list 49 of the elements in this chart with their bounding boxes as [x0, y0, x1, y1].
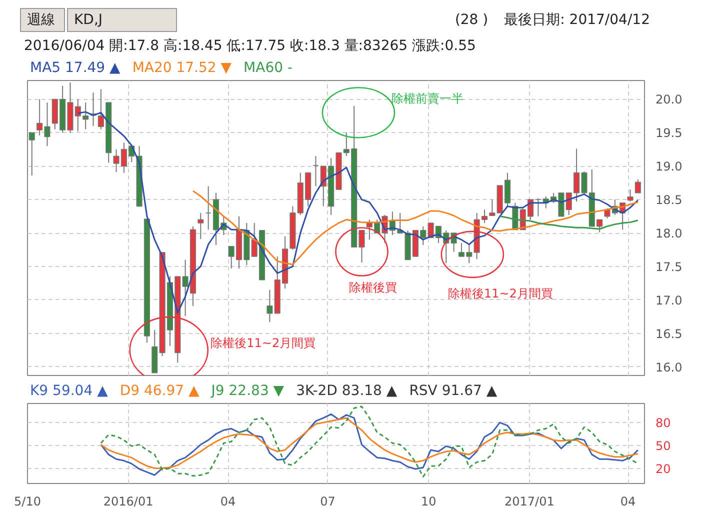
- text: (28 ): [454, 11, 488, 30]
- line-series: [192, 190, 639, 266]
- x-tick-label: 10: [420, 494, 436, 508]
- annotation: 除權後11~2月間買: [448, 286, 553, 300]
- y-tick-label: 18.5: [656, 193, 682, 208]
- y-tick-label: 19.5: [656, 126, 682, 140]
- y-tick-label: 18.0: [656, 226, 682, 241]
- candlestick: [627, 189, 634, 202]
- x-tick-label: 5/10: [14, 494, 41, 508]
- line-series: [499, 216, 639, 230]
- candlestick: [535, 198, 542, 217]
- y-tick-label: 20.0: [656, 92, 682, 107]
- x-tick-label: 04: [620, 494, 636, 508]
- candlestick: [634, 179, 641, 194]
- text: RSV 91.67 ▲: [409, 383, 498, 399]
- annotation: 除權後買: [348, 280, 397, 295]
- y-tick-label: 17.5: [656, 260, 682, 274]
- chart-title: 2016/06/04 開:17.8 高:18.45 低:17.75 收:18.3 量:83265 漲跌:0.55: [23, 37, 477, 56]
- y-tick-label: 20: [656, 462, 671, 476]
- candlestick: [266, 289, 273, 322]
- candlestick: [28, 132, 35, 176]
- candlestick: [489, 199, 496, 216]
- text: K9 59.04 ▲: [30, 383, 108, 399]
- x-tick-label: 04: [220, 494, 236, 508]
- annotation: 除權前賣一半: [391, 92, 464, 106]
- text: 週線: [20, 8, 65, 32]
- candlestick: [205, 186, 212, 230]
- x-tick-label: 07: [320, 494, 336, 508]
- y-tick-label: 50: [656, 438, 671, 453]
- candlestick: [312, 156, 319, 187]
- candlestick: [198, 212, 204, 240]
- y-tick-label: 80: [656, 416, 671, 430]
- text: MA5 17.49 ▲: [30, 60, 120, 76]
- annotation: 除權後11~2月間買: [210, 336, 316, 350]
- text: MA20 17.52 ▼: [132, 60, 232, 76]
- x-tick-label: 2016/01: [103, 494, 154, 508]
- text: MA60 -: [244, 60, 293, 76]
- text: D9 46.97 ▲: [120, 383, 200, 399]
- text: J9 22.83 ▼: [211, 383, 284, 399]
- y-tick-label: 16.0: [656, 360, 682, 374]
- x-tick-label: 2017/01: [504, 494, 554, 508]
- text: 最後日期: 2017/04/12: [504, 11, 650, 30]
- line-series: [100, 417, 639, 470]
- text: KD,J: [67, 8, 177, 32]
- y-tick-label: 16.5: [656, 326, 682, 341]
- y-tick-label: 17.0: [656, 293, 682, 308]
- text: 3K-2D 83.18 ▲: [296, 383, 398, 399]
- candlestick: [82, 102, 89, 130]
- y-tick-label: 19.0: [656, 160, 682, 174]
